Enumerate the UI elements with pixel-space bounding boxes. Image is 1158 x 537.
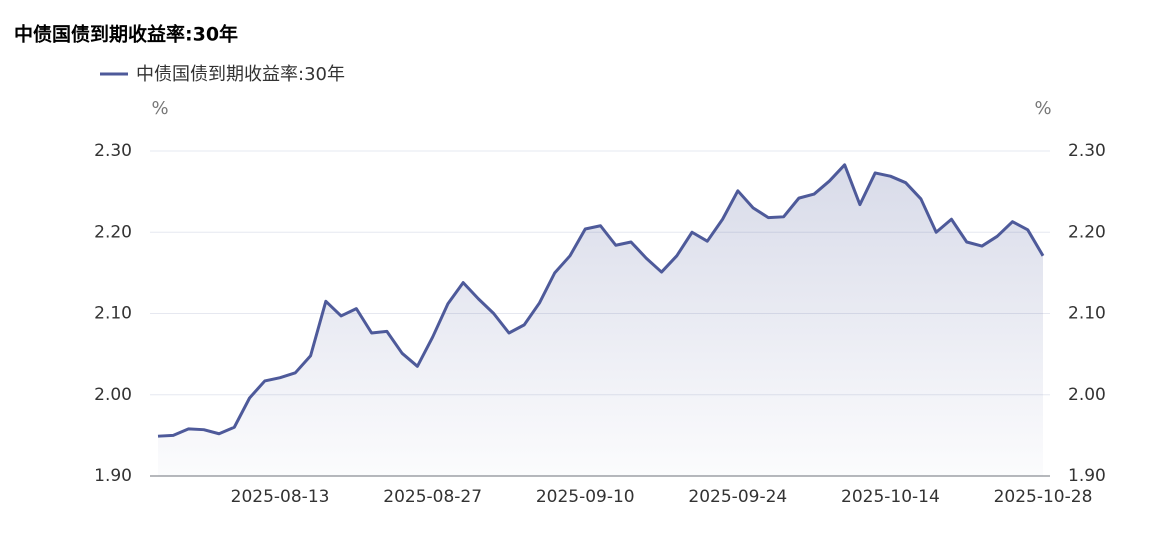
- y-tick-label: 2.30: [94, 141, 132, 161]
- area: [158, 164, 1043, 476]
- y2-tick-label: 2.00: [1068, 385, 1106, 405]
- y2-tick-label: 2.20: [1068, 222, 1106, 242]
- y2-unit: %: [1034, 98, 1051, 119]
- chart-title: 中债国债到期收益率:30年: [14, 23, 238, 46]
- x-tick-label: 2025-09-24: [688, 487, 787, 507]
- x-tick-label: 2025-09-10: [536, 487, 635, 507]
- legend-label: 中债国债到期收益率:30年: [136, 64, 345, 85]
- y-tick-label: 1.90: [94, 466, 132, 486]
- y2-tick-label: 2.10: [1068, 304, 1106, 324]
- y2-tick-label: 1.90: [1068, 466, 1106, 486]
- y-unit: %: [151, 98, 168, 119]
- x-tick-label: 2025-10-28: [994, 487, 1093, 507]
- y-tick-label: 2.10: [94, 304, 132, 324]
- x-tick-label: 2025-08-27: [383, 487, 482, 507]
- x-tick-label: 2025-10-14: [841, 487, 940, 507]
- y-tick-label: 2.00: [94, 385, 132, 405]
- line: [157, 163, 1045, 438]
- y2-tick-label: 2.30: [1068, 141, 1106, 161]
- y-tick-label: 2.20: [94, 222, 132, 242]
- x-tick-label: 2025-08-13: [231, 487, 330, 507]
